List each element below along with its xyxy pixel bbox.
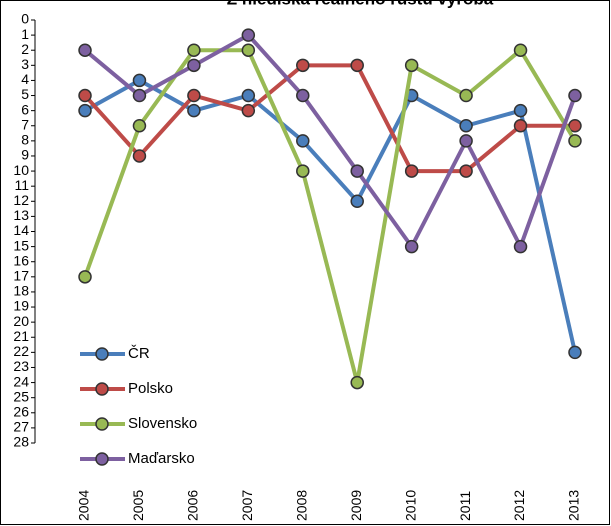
x-tick-label: 2005 bbox=[130, 490, 146, 521]
y-tick-label: 0 bbox=[21, 11, 29, 27]
data-point bbox=[78, 103, 92, 118]
data-point bbox=[132, 119, 147, 133]
y-tick-label: 3 bbox=[21, 56, 29, 72]
series-line bbox=[83, 48, 577, 385]
data-point bbox=[404, 164, 419, 178]
data-point bbox=[296, 164, 310, 178]
legend-marker bbox=[95, 452, 109, 466]
y-tick-label: 28 bbox=[13, 434, 29, 450]
legend-marker bbox=[95, 382, 109, 396]
data-point bbox=[568, 119, 582, 133]
data-point bbox=[132, 73, 147, 88]
series-line bbox=[83, 33, 577, 249]
data-point bbox=[241, 88, 256, 103]
x-tick-label: 2007 bbox=[239, 490, 255, 521]
y-tick-label: 25 bbox=[13, 388, 29, 404]
data-point bbox=[187, 43, 201, 57]
data-point bbox=[132, 149, 147, 163]
x-tick-label: 2010 bbox=[402, 490, 418, 521]
data-point bbox=[404, 239, 419, 254]
y-tick-label: 21 bbox=[13, 328, 29, 344]
legend-label: Maďarsko bbox=[128, 450, 195, 467]
data-point bbox=[513, 119, 528, 133]
data-point bbox=[187, 88, 201, 103]
y-tick-label: 10 bbox=[13, 162, 29, 178]
series-line bbox=[83, 63, 575, 174]
y-tick-label: 5 bbox=[21, 86, 29, 102]
y-tick-label: 16 bbox=[13, 252, 29, 268]
y-tick-label: 2 bbox=[21, 41, 29, 57]
y-tick-label: 26 bbox=[13, 403, 29, 419]
data-point bbox=[78, 43, 92, 57]
data-point bbox=[241, 43, 256, 57]
data-point bbox=[404, 58, 419, 73]
data-point bbox=[132, 88, 147, 103]
data-point bbox=[350, 58, 364, 73]
data-point bbox=[78, 88, 92, 103]
data-point bbox=[513, 239, 528, 254]
data-point bbox=[187, 58, 201, 73]
y-tick-label: 17 bbox=[13, 268, 29, 284]
data-point bbox=[568, 88, 582, 103]
y-tick-label: 19 bbox=[13, 298, 29, 314]
y-tick-label: 9 bbox=[21, 147, 29, 163]
data-point bbox=[459, 164, 473, 178]
legend-label: ČR bbox=[128, 345, 150, 362]
y-tick-label: 18 bbox=[13, 283, 29, 299]
y-tick-label: 6 bbox=[21, 101, 29, 117]
x-tick-label: 2004 bbox=[76, 490, 92, 521]
data-point bbox=[513, 103, 528, 118]
data-point bbox=[78, 270, 92, 284]
y-tick-label: 24 bbox=[13, 373, 29, 389]
y-tick-label: 12 bbox=[13, 192, 29, 208]
y-tick-label: 4 bbox=[21, 71, 29, 87]
data-point bbox=[568, 345, 582, 360]
data-point bbox=[296, 58, 310, 73]
data-point bbox=[568, 134, 582, 148]
y-tick-label: 20 bbox=[13, 313, 29, 329]
data-point bbox=[350, 164, 364, 178]
data-point bbox=[350, 194, 364, 209]
data-point bbox=[241, 28, 256, 42]
chart-title: Z hlediska reálného růstu výroba bbox=[227, 0, 494, 8]
y-tick-label: 23 bbox=[13, 358, 29, 374]
x-tick-label: 2009 bbox=[348, 490, 364, 521]
x-tick-label: 2008 bbox=[293, 490, 309, 521]
x-tick-label: 2012 bbox=[511, 490, 527, 521]
data-point bbox=[459, 134, 473, 148]
y-tick-label: 7 bbox=[21, 116, 29, 132]
data-point bbox=[350, 375, 364, 390]
legend-label: Polsko bbox=[128, 380, 173, 397]
y-tick-label: 8 bbox=[21, 132, 29, 148]
y-tick-label: 27 bbox=[13, 419, 29, 435]
y-tick-label: 13 bbox=[13, 207, 29, 223]
data-point bbox=[187, 103, 201, 118]
series-line bbox=[84, 78, 577, 353]
y-tick-label: 11 bbox=[14, 177, 29, 193]
data-point bbox=[459, 88, 473, 103]
y-tick-label: 1 bbox=[21, 26, 29, 42]
y-tick-label: 14 bbox=[13, 222, 29, 238]
x-tick-label: 2013 bbox=[566, 490, 582, 521]
data-point bbox=[459, 119, 473, 133]
data-point bbox=[296, 88, 310, 103]
x-tick-label: 2011 bbox=[457, 491, 473, 521]
x-tick-label: 2006 bbox=[185, 490, 201, 521]
y-tick-label: 15 bbox=[13, 237, 29, 253]
legend-marker bbox=[95, 347, 109, 361]
data-point bbox=[513, 43, 528, 57]
data-point bbox=[241, 103, 256, 118]
legend-label: Slovensko bbox=[128, 415, 197, 432]
data-point bbox=[296, 134, 310, 148]
legend-marker bbox=[95, 417, 109, 431]
y-tick-label: 22 bbox=[13, 343, 29, 359]
